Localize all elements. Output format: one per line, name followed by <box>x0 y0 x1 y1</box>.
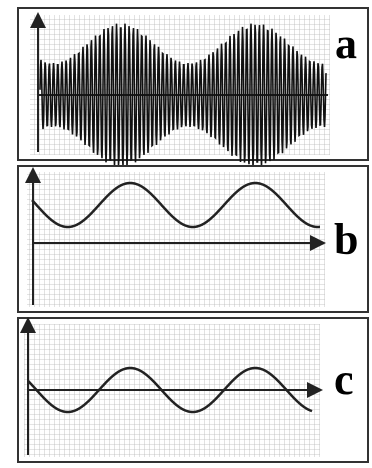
grid <box>27 172 325 307</box>
carrier-wave <box>27 366 313 414</box>
modulating-wave <box>31 181 320 229</box>
panel-label: b <box>334 215 358 264</box>
panel-label: c <box>334 355 354 404</box>
panel-c: c <box>17 317 369 463</box>
panel-a: a <box>17 7 369 167</box>
panel-b: b <box>17 165 369 313</box>
am-wave <box>39 23 327 167</box>
panel-label: a <box>335 19 357 68</box>
